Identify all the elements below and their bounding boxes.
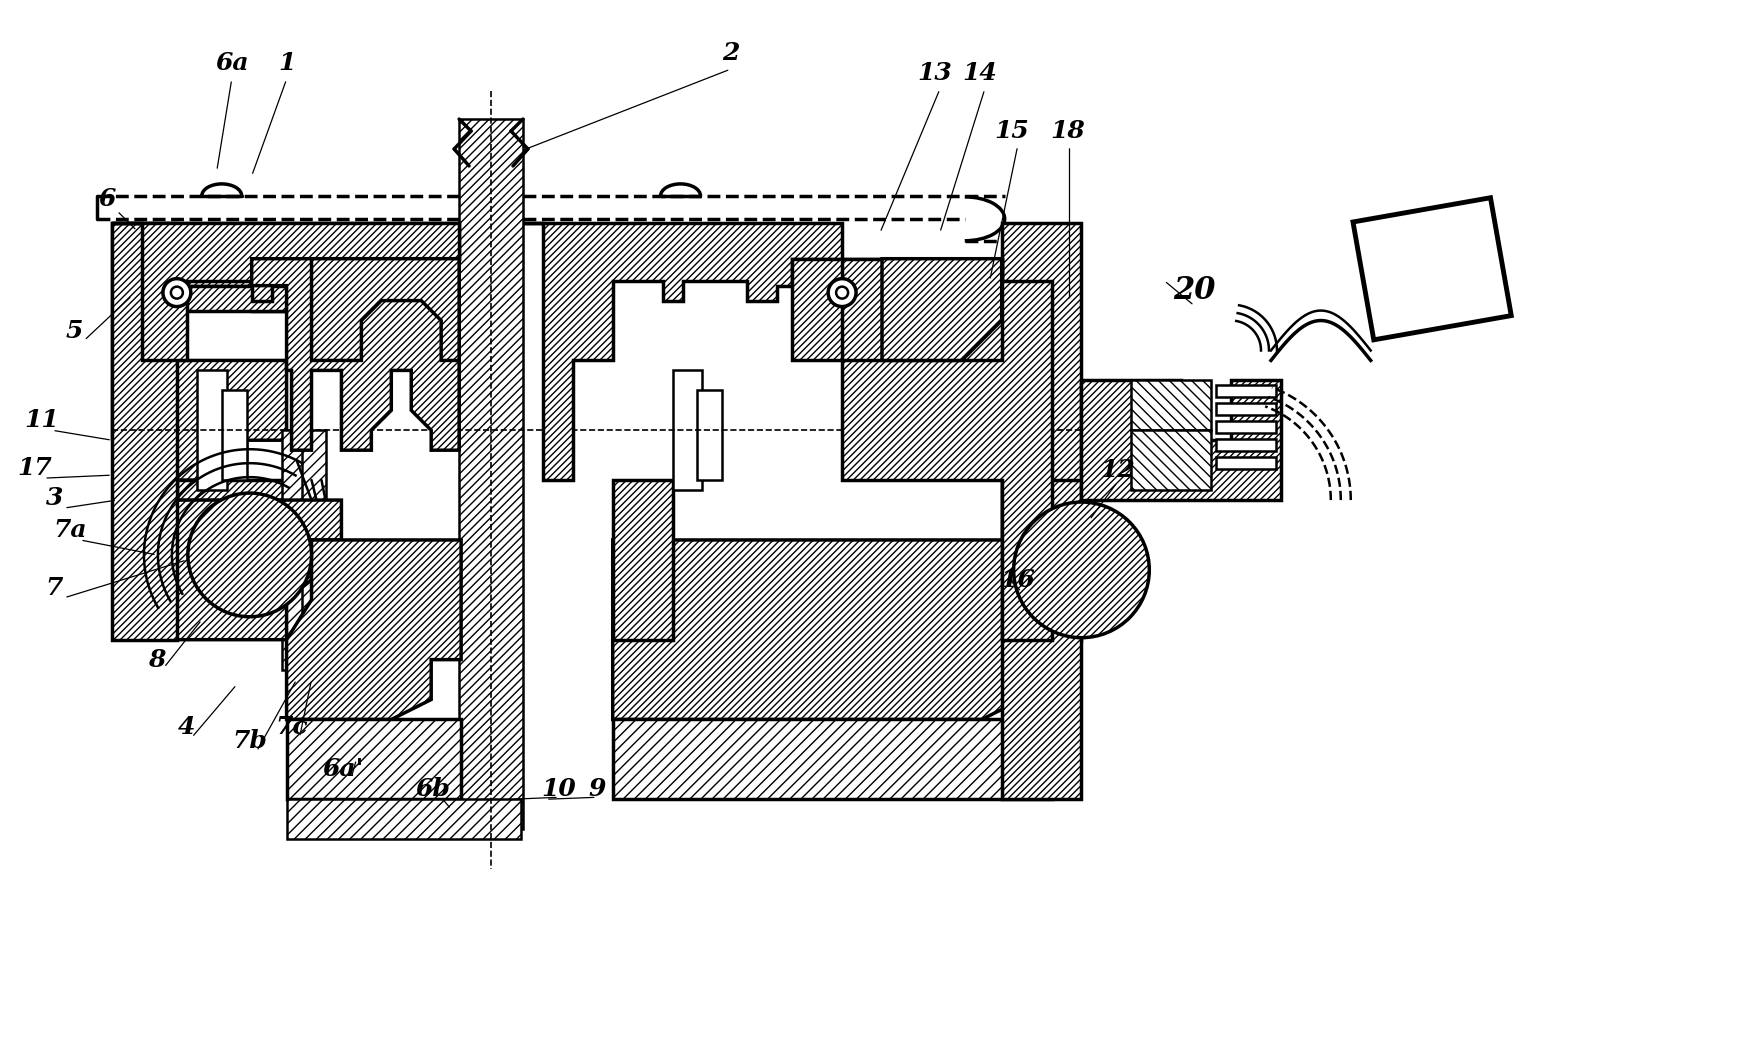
Text: 7c: 7c — [275, 716, 309, 740]
Text: 11: 11 — [25, 409, 60, 432]
Polygon shape — [252, 259, 458, 451]
Polygon shape — [672, 370, 702, 490]
Polygon shape — [524, 223, 843, 480]
Polygon shape — [1001, 480, 1081, 800]
Polygon shape — [1216, 421, 1276, 433]
Polygon shape — [287, 540, 462, 720]
Text: 7: 7 — [46, 575, 63, 599]
Polygon shape — [1132, 431, 1211, 490]
Polygon shape — [287, 800, 520, 839]
Polygon shape — [113, 223, 176, 639]
Text: 16: 16 — [1000, 568, 1035, 592]
Polygon shape — [1132, 380, 1211, 431]
Polygon shape — [301, 431, 326, 670]
Circle shape — [171, 287, 183, 299]
Text: 3: 3 — [46, 486, 63, 510]
Text: 10: 10 — [541, 778, 577, 802]
Polygon shape — [282, 431, 312, 670]
Polygon shape — [1216, 457, 1276, 470]
Circle shape — [836, 287, 848, 299]
Text: 6a': 6a' — [323, 758, 363, 782]
Polygon shape — [176, 361, 287, 480]
Polygon shape — [312, 259, 458, 361]
Circle shape — [829, 279, 857, 307]
Polygon shape — [1001, 223, 1081, 639]
Circle shape — [189, 493, 312, 617]
Text: 13: 13 — [917, 61, 952, 85]
Polygon shape — [614, 480, 672, 639]
Text: 5: 5 — [65, 319, 83, 343]
Text: 9: 9 — [589, 778, 605, 802]
Text: 12: 12 — [1100, 458, 1135, 482]
Polygon shape — [1216, 386, 1276, 397]
Polygon shape — [176, 500, 342, 639]
Text: 1: 1 — [279, 51, 294, 75]
Polygon shape — [1216, 403, 1276, 415]
Circle shape — [162, 279, 190, 307]
Text: 7b: 7b — [233, 729, 268, 754]
Text: 14: 14 — [963, 61, 998, 85]
Polygon shape — [113, 223, 458, 438]
Text: 6: 6 — [99, 187, 116, 211]
Polygon shape — [1081, 380, 1282, 500]
Text: 17: 17 — [18, 456, 51, 480]
Polygon shape — [614, 720, 1051, 800]
Polygon shape — [113, 223, 458, 361]
Polygon shape — [614, 540, 1051, 720]
Polygon shape — [1216, 439, 1276, 452]
Polygon shape — [176, 286, 287, 310]
Polygon shape — [458, 119, 524, 829]
Text: 15: 15 — [994, 119, 1030, 143]
Polygon shape — [197, 370, 227, 490]
Polygon shape — [843, 259, 1001, 361]
Text: 18: 18 — [1051, 119, 1084, 143]
FancyBboxPatch shape — [1352, 198, 1511, 340]
Text: 4: 4 — [178, 716, 196, 740]
Polygon shape — [698, 390, 723, 480]
Text: 6a: 6a — [215, 51, 249, 75]
Polygon shape — [882, 259, 1001, 361]
Polygon shape — [792, 259, 1051, 639]
Text: 7a: 7a — [53, 518, 86, 542]
Text: 8: 8 — [148, 648, 166, 672]
Circle shape — [1014, 502, 1149, 637]
Polygon shape — [176, 480, 287, 500]
Text: 2: 2 — [721, 41, 739, 65]
Polygon shape — [287, 720, 462, 800]
Polygon shape — [222, 390, 247, 480]
Text: 6b: 6b — [416, 778, 451, 802]
Text: 20: 20 — [1172, 276, 1215, 306]
